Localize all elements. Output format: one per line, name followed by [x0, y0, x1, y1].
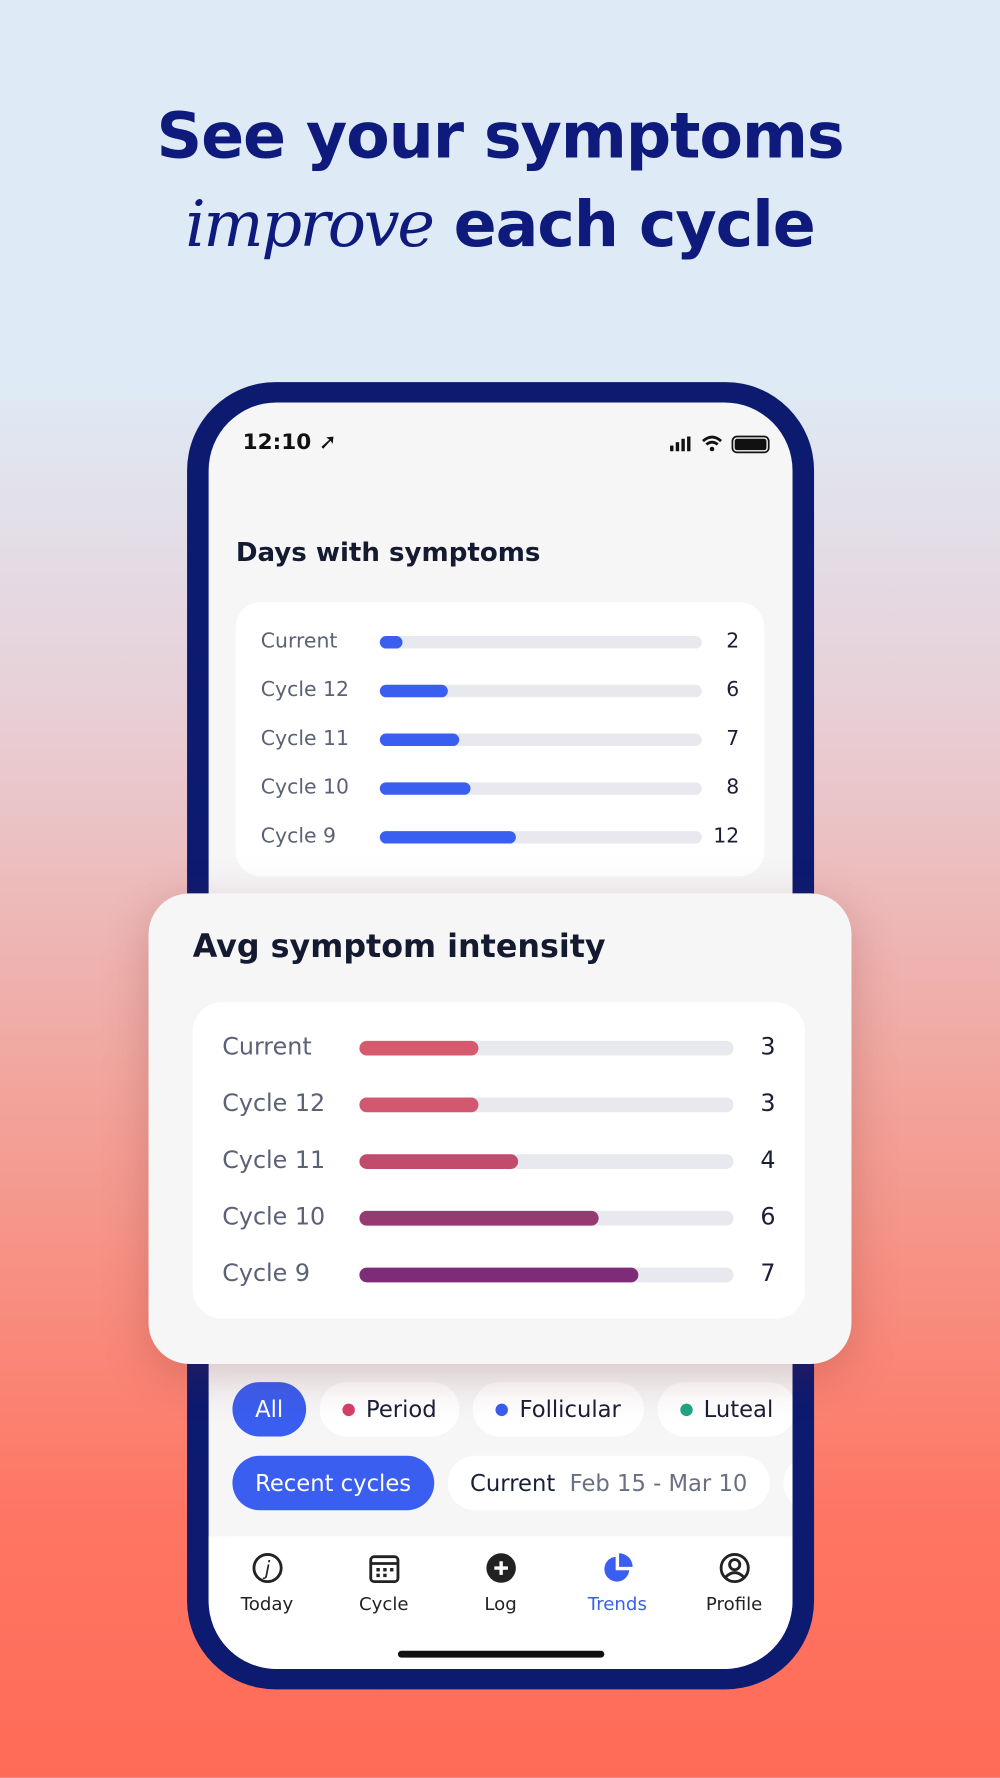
- chip-label: All: [255, 1395, 284, 1423]
- card-title: Avg symptom intensity: [192, 927, 606, 965]
- chip-dot: [342, 1403, 355, 1416]
- tab[interactable]: Trends: [561, 1550, 674, 1615]
- row-label: Cycle 9: [260, 824, 337, 849]
- headline: improve each cycle: [0, 188, 1000, 262]
- headline-emphasis: improve: [185, 188, 435, 262]
- bar-track: [379, 684, 702, 697]
- svg-text:j: j: [261, 1557, 270, 1580]
- row-label: Cycle 12: [260, 678, 350, 703]
- bar: [359, 1267, 639, 1282]
- row-label: Current: [260, 629, 338, 654]
- tab-bar: j Today Cycle Log Trends Profile: [208, 1536, 793, 1669]
- row-label: Cycle 9: [222, 1260, 311, 1288]
- bar: [359, 1096, 479, 1112]
- tab-icon: j: [251, 1553, 283, 1584]
- chip-dot: [495, 1403, 509, 1416]
- tab[interactable]: Log: [444, 1550, 557, 1615]
- bar: [379, 684, 449, 697]
- row-value: 7: [726, 726, 740, 751]
- tab[interactable]: j Today: [210, 1550, 323, 1615]
- bar-track: [379, 732, 702, 746]
- headline: See your symptoms: [156, 99, 844, 174]
- tab-icon: [719, 1553, 750, 1584]
- bar: [379, 732, 460, 746]
- bar-track: [379, 830, 702, 843]
- headline-rest: each cycle: [453, 188, 816, 262]
- row-value: 4: [760, 1146, 776, 1174]
- chip-range: Feb 15 - Mar 10: [569, 1469, 748, 1497]
- tab-label: Trends: [587, 1592, 647, 1615]
- row-label: Cycle 10: [222, 1203, 326, 1231]
- row-value: 8: [726, 775, 740, 800]
- row-value: 12: [713, 824, 740, 849]
- chip-label: Follicular: [519, 1395, 621, 1423]
- status-icons: [670, 435, 770, 454]
- chip-dot: [679, 1403, 693, 1416]
- row-value: 6: [726, 678, 740, 703]
- bar-track: [359, 1040, 734, 1055]
- phase-filters: All Period Follicular Luteal: [232, 1382, 793, 1437]
- days-card: Current 2 Cycle 12 6 Cycle 11 7 Cycle 10 8 Cycle…: [235, 602, 765, 877]
- row-label: Cycle 11: [222, 1146, 326, 1174]
- intensity-card: Current 3 Cycle 12 3 Cycle 11 4 Cycle 10 6 Cycle…: [192, 1002, 805, 1319]
- tab-icon: [485, 1553, 516, 1583]
- row-value: 6: [760, 1203, 776, 1231]
- bar-track: [359, 1153, 734, 1169]
- row-value: 3: [760, 1090, 776, 1118]
- bar: [359, 1040, 479, 1055]
- row-label: Cycle 11: [260, 726, 350, 751]
- row-value: 2: [726, 629, 740, 654]
- bar: [359, 1153, 519, 1169]
- bar: [359, 1210, 599, 1226]
- chip[interactable]: All: [232, 1382, 306, 1437]
- row-value: 3: [760, 1033, 776, 1061]
- intensity-panel: Avg symptom intensity Current 3 Cycle 12 3 C…: [148, 893, 852, 1364]
- chip[interactable]: Period: [319, 1382, 460, 1437]
- card-title: Days with symptoms: [235, 538, 541, 569]
- chip-label: Period: [365, 1395, 437, 1423]
- chip-label: Current: [470, 1469, 556, 1497]
- tab[interactable]: Profile: [677, 1550, 790, 1615]
- tab-label: Cycle: [358, 1592, 409, 1615]
- chip[interactable]: Follicular: [472, 1382, 644, 1437]
- chip-label: Luteal: [703, 1395, 774, 1423]
- chip[interactable]: Luteal: [657, 1382, 793, 1437]
- chip[interactable]: [783, 1455, 793, 1511]
- bar-track: [359, 1210, 734, 1226]
- tab[interactable]: Cycle: [327, 1550, 440, 1615]
- bar-track: [379, 635, 702, 648]
- row-label: Current: [222, 1033, 312, 1061]
- bar: [379, 781, 471, 795]
- chip[interactable]: Current Feb 15 - Mar 10: [447, 1455, 771, 1511]
- tab-icon: [368, 1555, 399, 1584]
- bar: [379, 635, 403, 648]
- bar-track: [379, 781, 702, 795]
- time: 12:10: [242, 429, 312, 455]
- cycle-filters: Recent cycles Current Feb 15 - Mar 10: [232, 1455, 793, 1511]
- row-label: Cycle 12: [222, 1090, 326, 1118]
- status-time: 12:10 ➚: [242, 429, 337, 455]
- row-value: 7: [760, 1260, 776, 1288]
- bar-track: [359, 1096, 734, 1112]
- tab-label: Log: [484, 1592, 517, 1615]
- home-indicator: [397, 1650, 605, 1658]
- tab-icon: [603, 1553, 633, 1582]
- bar-track: [359, 1267, 734, 1282]
- tab-label: Today: [240, 1592, 294, 1615]
- bar: [379, 830, 517, 843]
- tab-label: Profile: [705, 1592, 763, 1615]
- chip[interactable]: Recent cycles: [232, 1455, 434, 1511]
- row-label: Cycle 10: [260, 775, 350, 800]
